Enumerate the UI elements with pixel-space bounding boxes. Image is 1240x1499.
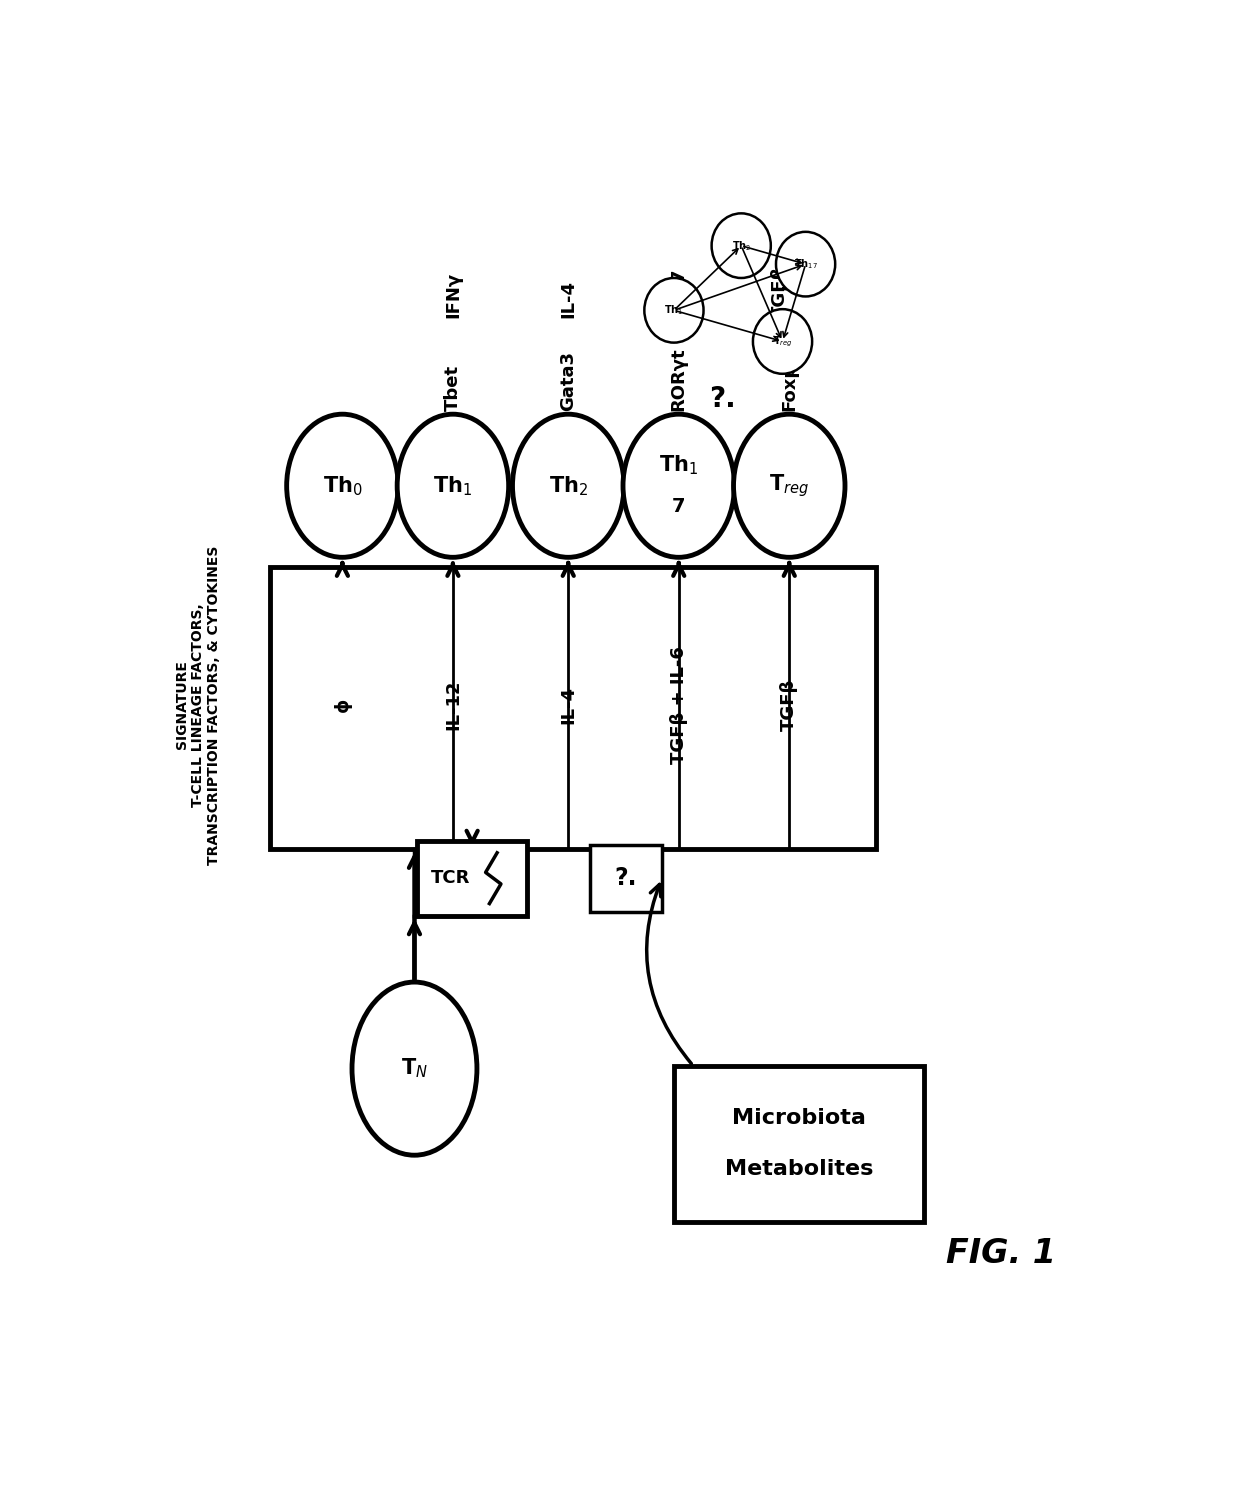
Text: T$_{reg}$: T$_{reg}$ <box>769 472 810 499</box>
Text: Th$_1$: Th$_1$ <box>660 453 698 477</box>
Text: TGFβ: TGFβ <box>771 265 789 318</box>
Text: Tbet: Tbet <box>444 364 463 411</box>
Ellipse shape <box>712 213 771 277</box>
Text: 7: 7 <box>672 498 686 516</box>
Bar <box>590 845 662 911</box>
Bar <box>270 567 875 850</box>
Text: Metabolites: Metabolites <box>724 1159 873 1180</box>
Ellipse shape <box>753 309 812 373</box>
Text: RORγt: RORγt <box>670 348 688 411</box>
Text: FIG. 1: FIG. 1 <box>946 1237 1055 1270</box>
Text: Gata3: Gata3 <box>559 351 578 411</box>
Bar <box>675 1066 924 1222</box>
Text: T$_{reg}$: T$_{reg}$ <box>773 334 792 349</box>
Text: IL-4: IL-4 <box>559 280 578 318</box>
Ellipse shape <box>776 232 836 297</box>
Text: Th$_{17}$: Th$_{17}$ <box>794 258 817 271</box>
Text: T$_N$: T$_N$ <box>401 1057 428 1081</box>
Text: IL-10: IL-10 <box>780 238 799 289</box>
Ellipse shape <box>622 414 734 558</box>
Text: Th$_2$: Th$_2$ <box>548 474 588 498</box>
Text: Th$_1$: Th$_1$ <box>433 474 472 498</box>
Ellipse shape <box>512 414 624 558</box>
Ellipse shape <box>734 414 844 558</box>
Bar <box>417 841 527 916</box>
Text: IL-17: IL-17 <box>670 268 688 318</box>
Ellipse shape <box>645 277 703 343</box>
Text: SIGNATURE
T-CELL LINEAGE FACTORS,
TRANSCRIPTION FACTORS, & CYTOKINES: SIGNATURE T-CELL LINEAGE FACTORS, TRANSC… <box>175 546 222 865</box>
Text: IL-4: IL-4 <box>559 687 578 724</box>
Text: TGFβ + IL-6: TGFβ + IL-6 <box>670 646 688 764</box>
Text: ?.: ?. <box>615 866 637 890</box>
Text: ϕ: ϕ <box>334 699 351 712</box>
Ellipse shape <box>352 982 477 1156</box>
Ellipse shape <box>286 414 398 558</box>
Text: Microbiota: Microbiota <box>732 1108 866 1129</box>
Text: TGFβ: TGFβ <box>780 679 799 732</box>
Text: IL-12: IL-12 <box>444 681 463 730</box>
Text: TCR: TCR <box>432 869 471 887</box>
Text: Th$_2$: Th$_2$ <box>732 238 751 252</box>
Text: Th$_1$: Th$_1$ <box>665 303 683 318</box>
Ellipse shape <box>397 414 508 558</box>
Text: Th$_0$: Th$_0$ <box>322 474 362 498</box>
Text: IFNγ: IFNγ <box>444 273 463 318</box>
Text: Foxp3: Foxp3 <box>780 349 799 411</box>
Text: ?.: ?. <box>708 385 735 414</box>
